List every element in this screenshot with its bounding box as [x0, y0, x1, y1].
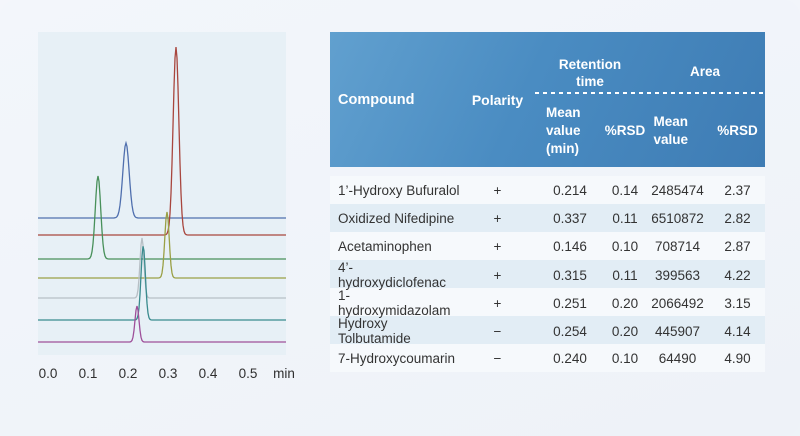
header-area-mean-label: Mean value — [653, 113, 689, 147]
cell-rt-mean: 0.337 — [553, 210, 587, 226]
cell-rt-mean: 0.254 — [553, 323, 587, 339]
cell-rt-rsd: 0.20 — [611, 323, 639, 339]
header-rt-mean: Mean value (min) — [535, 94, 605, 167]
cell-area-mean: 445907 — [654, 323, 701, 339]
cell-rt-rsd: 0.20 — [611, 295, 639, 311]
header-group-area: Area — [689, 64, 721, 79]
chromatogram-plot-area — [38, 32, 286, 355]
cell-polarity: − — [493, 350, 502, 366]
cell-area-rsd: 4.14 — [724, 323, 751, 339]
cell-rt-rsd: 0.11 — [612, 210, 638, 226]
cell-polarity: + — [493, 295, 502, 311]
x-axis-unit-label: min — [273, 366, 295, 381]
cell-area-mean: 708714 — [654, 238, 701, 254]
cell-area-mean: 64490 — [658, 350, 697, 366]
cell-area-mean: 399563 — [654, 267, 701, 283]
cell-compound: Hydroxy Tolbutamide — [338, 316, 411, 346]
trace-4-olive — [38, 211, 286, 279]
x-tick-label: 0.0 — [38, 366, 58, 381]
chromatogram-traces — [38, 46, 286, 343]
cell-rt-rsd: 0.14 — [611, 182, 639, 198]
cell-polarity: + — [493, 238, 502, 254]
cell-compound: 1’-Hydroxy Bufuralol — [338, 182, 460, 198]
header-dashed-divider — [535, 92, 765, 94]
cell-area-rsd: 4.22 — [724, 267, 751, 283]
cell-compound: 7-Hydroxycoumarin — [338, 350, 456, 366]
cell-compound: 4’-hydroxydiclofenac — [338, 260, 447, 290]
cell-rt-mean: 0.146 — [553, 238, 587, 254]
table-row: Acetaminophen +0.146 0.10 708714 2.87 — [330, 232, 765, 260]
x-tick-label: 0.2 — [118, 366, 138, 381]
cell-polarity: + — [493, 182, 502, 198]
table-row: 1’-Hydroxy Bufuralol +0.214 0.14 2485474 2.3… — [330, 176, 765, 204]
cell-polarity: + — [493, 267, 502, 283]
table-row: 4’-hydroxydiclofenac +0.315 0.11 399563 4.22 — [330, 260, 765, 290]
x-tick-label: 0.4 — [198, 366, 218, 381]
header-compound: Compound — [338, 91, 415, 108]
cell-area-rsd: 4.90 — [724, 350, 751, 366]
cell-rt-rsd: 0.10 — [611, 238, 639, 254]
header-group-retention-time: Retention time — [558, 57, 622, 89]
trace-3-green — [38, 175, 286, 260]
table-rows: 1’-Hydroxy Bufuralol +0.214 0.14 2485474 2.3… — [330, 176, 765, 372]
cell-polarity: + — [493, 210, 502, 226]
cell-area-rsd: 2.82 — [724, 210, 751, 226]
table-row: 1-hydroxymidazolam +0.251 0.20 2066492 3.15 — [330, 288, 765, 318]
trace-2-red — [38, 46, 286, 236]
trace-7-purple — [38, 305, 286, 343]
table-row: 7-Hydroxycoumarin − 0.240 0.10 64490 4.90 — [330, 344, 765, 372]
cell-area-mean: 2066492 — [651, 295, 704, 311]
cell-area-mean: 2485474 — [651, 182, 704, 198]
table-header: Compound Polarity Retention time Area Me… — [330, 32, 765, 167]
cell-rt-mean: 0.251 — [553, 295, 587, 311]
cell-compound: 1-hydroxymidazolam — [338, 288, 451, 318]
cell-rt-mean: 0.240 — [553, 350, 587, 366]
header-area-mean: Mean value — [645, 94, 710, 167]
header-polarity: Polarity — [471, 91, 524, 108]
table-row: Hydroxy Tolbutamide − 0.254 0.20 445907 4.14 — [330, 316, 765, 346]
cell-area-mean: 6510872 — [651, 210, 704, 226]
x-tick-label: 0.3 — [158, 366, 178, 381]
trace-6-teal — [38, 246, 286, 321]
cell-rt-mean: 0.214 — [553, 182, 587, 198]
cell-rt-rsd: 0.10 — [611, 350, 639, 366]
cell-rt-rsd: 0.11 — [612, 267, 638, 283]
trace-5-gray — [38, 237, 286, 299]
header-rt-mean-label: Mean value (min) — [546, 104, 581, 156]
x-tick-label: 0.5 — [238, 366, 258, 381]
x-tick-label: 0.1 — [78, 366, 98, 381]
cell-rt-mean: 0.315 — [553, 267, 587, 283]
cell-area-rsd: 2.87 — [724, 238, 751, 254]
cell-area-rsd: 2.37 — [724, 182, 751, 198]
cell-compound: Oxidized Nifedipine — [338, 210, 455, 226]
cell-polarity: − — [493, 323, 502, 339]
table-row: Oxidized Nifedipine +0.337 0.11 6510872 2.82 — [330, 204, 765, 232]
header-area-rsd: %RSD — [717, 122, 758, 138]
trace-1-blue — [38, 140, 286, 219]
cell-compound: Acetaminophen — [338, 238, 432, 254]
header-rt-rsd: %RSD — [604, 122, 646, 138]
cell-area-rsd: 3.15 — [724, 295, 751, 311]
